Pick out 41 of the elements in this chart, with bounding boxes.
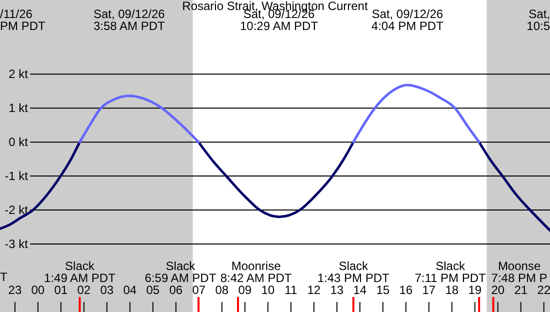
x-tick-label: 15 (376, 283, 390, 297)
y-tick-label: -1 kt (4, 169, 29, 184)
x-tick-label: 14 (353, 283, 367, 297)
x-tick-label: 08 (215, 283, 229, 297)
ref-line-label: Slack 6:59 AM PDT (144, 259, 217, 285)
ref-line-label: Moonse 7:48 PM P (491, 259, 548, 285)
x-tick-label: 23 (8, 283, 22, 297)
annotation: Sat, 10:5 (526, 7, 550, 33)
y-tick-label: 1 kt (8, 101, 29, 116)
x-tick-label: 17 (422, 283, 436, 297)
x-tick-label: 13 (330, 283, 344, 297)
x-tick-label: 19 (468, 283, 482, 297)
annotation: T (0, 270, 8, 284)
x-tick-label: 03 (100, 283, 114, 297)
x-tick-label: 10 (261, 283, 275, 297)
x-tick-label: 02 (77, 283, 91, 297)
y-tick-label: -3 kt (4, 237, 29, 252)
x-tick-label: 05 (146, 283, 160, 297)
x-tick-label: 20 (491, 283, 505, 297)
x-tick-label: 07 (192, 283, 206, 297)
ref-line-label: Moonrise 8:42 AM PDT (220, 259, 292, 285)
x-tick-label: 12 (307, 283, 321, 297)
ref-line-label: Slack 1:49 AM PDT (44, 259, 116, 285)
x-tick-label: 04 (123, 283, 137, 297)
y-tick-label: 2 kt (8, 67, 29, 82)
x-tick-label: 01 (54, 283, 68, 297)
x-tick-label: 09 (238, 283, 252, 297)
x-tick-label: 11 (284, 283, 298, 297)
x2-tick-label: Sat, 09/12/26 3:58 AM PDT (93, 7, 166, 33)
ref-line-label: Slack 7:11 PM PDT (414, 259, 487, 285)
ref-line-label: Slack 1:43 PM PDT (317, 259, 390, 285)
x-tick-label: 06 (169, 283, 183, 297)
x-tick-label: 18 (445, 283, 459, 297)
x-tick-label: 00 (31, 283, 45, 297)
y-tick-label: -2 kt (4, 203, 29, 218)
x-tick-label: 22 (537, 283, 550, 297)
annotation: /11/26 PM PDT (0, 7, 46, 33)
x2-tick-label: Sat, 09/12/26 4:04 PM PDT (371, 7, 444, 33)
x-tick-label: 21 (514, 283, 528, 297)
x-tick-label: 16 (399, 283, 413, 297)
y-tick-label: 0 kt (8, 135, 29, 150)
